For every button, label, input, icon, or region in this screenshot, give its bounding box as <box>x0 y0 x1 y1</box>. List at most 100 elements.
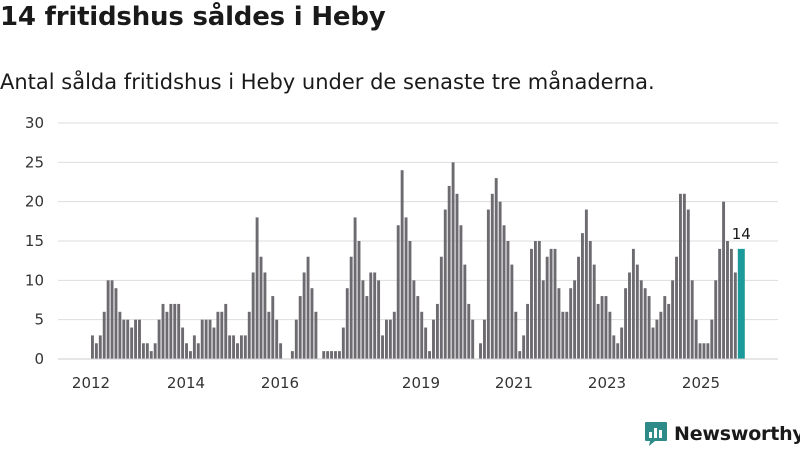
bar <box>200 319 204 359</box>
bar <box>671 280 675 359</box>
bar <box>216 311 220 359</box>
bar <box>518 351 522 359</box>
bar <box>134 319 138 359</box>
bar <box>247 311 251 359</box>
bar <box>357 241 361 359</box>
bar <box>682 193 686 359</box>
bar <box>302 272 306 359</box>
bar <box>679 193 682 359</box>
bar <box>118 311 122 359</box>
bar <box>189 351 192 359</box>
y-tick-label: 15 <box>25 232 44 250</box>
x-axis-ticks: 2012 2014 2016 2019 2021 2023 2025 <box>72 374 720 392</box>
bar <box>157 319 161 359</box>
bar <box>486 209 490 359</box>
bar <box>710 319 714 359</box>
bar <box>639 280 643 359</box>
bar <box>647 296 651 359</box>
bar <box>675 256 678 359</box>
x-tick-label: 2014 <box>167 374 205 392</box>
bar <box>663 296 667 359</box>
bar <box>353 217 357 359</box>
bar <box>569 288 573 359</box>
bar <box>212 327 216 359</box>
y-tick-label: 10 <box>25 271 44 289</box>
bar <box>365 296 369 359</box>
bar <box>655 319 659 359</box>
bar <box>659 311 663 359</box>
bar <box>369 272 373 359</box>
bar <box>694 319 698 359</box>
bar <box>498 201 502 359</box>
bar <box>553 248 557 359</box>
newsworthy-icon <box>645 422 667 446</box>
bar <box>526 303 530 359</box>
y-tick-label: 30 <box>25 114 44 132</box>
bar <box>726 241 729 359</box>
bar <box>435 303 439 359</box>
bar <box>686 209 690 359</box>
bar <box>604 296 608 359</box>
bar <box>110 280 114 359</box>
bar <box>192 335 196 359</box>
bar <box>228 335 232 359</box>
bar <box>463 264 467 359</box>
bar <box>220 311 224 359</box>
bar <box>141 343 145 359</box>
bar <box>549 248 553 359</box>
brand-name: Newsworthy <box>674 423 800 445</box>
bar <box>447 185 451 359</box>
bar <box>267 311 271 359</box>
bar <box>236 343 239 359</box>
bar <box>530 248 533 359</box>
bar <box>341 327 345 359</box>
bar <box>612 335 616 359</box>
bar <box>631 248 635 359</box>
bar <box>412 280 416 359</box>
bar <box>208 319 212 359</box>
bar <box>98 335 102 359</box>
bar <box>294 319 298 359</box>
y-tick-label: 0 <box>34 350 44 368</box>
bar <box>345 288 349 359</box>
bar <box>165 311 169 359</box>
bar <box>298 296 302 359</box>
bar <box>130 327 134 359</box>
bar <box>596 303 600 359</box>
bar <box>608 311 612 359</box>
x-tick-label: 2016 <box>261 374 299 392</box>
bar <box>361 280 365 359</box>
bar <box>651 327 655 359</box>
bar <box>381 335 384 359</box>
bar <box>729 248 733 359</box>
x-tick-label: 2012 <box>72 374 110 392</box>
bar <box>479 343 482 359</box>
bar <box>334 351 337 359</box>
bar <box>181 327 185 359</box>
y-axis-ticks: 0 5 10 15 20 25 30 <box>25 114 44 368</box>
bar <box>643 288 647 359</box>
bar <box>624 288 628 359</box>
x-tick-label: 2023 <box>588 374 626 392</box>
bar <box>204 319 208 359</box>
bar <box>600 296 604 359</box>
y-tick-label: 5 <box>34 311 44 329</box>
bar <box>514 311 518 359</box>
bar <box>443 209 447 359</box>
bar <box>326 351 330 359</box>
last-value-label: 14 <box>732 225 751 243</box>
bar <box>428 351 432 359</box>
bar <box>330 351 334 359</box>
bar <box>628 272 631 359</box>
bars <box>91 162 745 359</box>
newsworthy-logo[interactable]: Newsworthy <box>644 420 800 448</box>
bar <box>573 280 577 359</box>
bar <box>388 319 392 359</box>
bar <box>533 241 537 359</box>
bar <box>588 241 592 359</box>
bar <box>424 327 428 359</box>
bar <box>259 256 263 359</box>
bar <box>169 303 173 359</box>
bar <box>706 343 710 359</box>
